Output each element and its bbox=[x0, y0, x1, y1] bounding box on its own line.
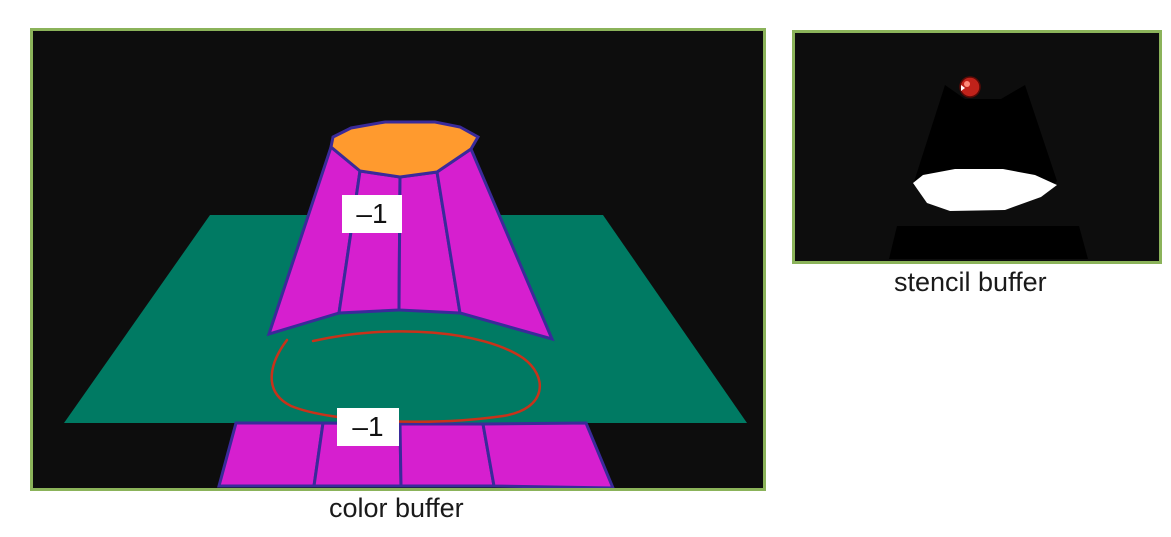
reflected-face-1 bbox=[217, 421, 325, 488]
red-cursor-dot-icon bbox=[959, 76, 981, 98]
ground-plane bbox=[64, 215, 747, 423]
reflected-face-4 bbox=[481, 421, 615, 488]
reflected-faces bbox=[217, 421, 615, 488]
color-buffer-caption: color buffer bbox=[329, 493, 464, 523]
reflected-face-3 bbox=[398, 422, 496, 488]
stencil-buffer-caption: stencil buffer bbox=[894, 267, 1047, 297]
stencil-reflection-mask bbox=[889, 226, 1088, 259]
color-buffer-scene bbox=[64, 120, 747, 488]
stencil-value-label-upper: –1 bbox=[342, 195, 402, 233]
color-buffer-panel bbox=[30, 28, 766, 491]
stencil-buffer-scene bbox=[889, 76, 1088, 259]
cylinder-top-cap bbox=[329, 120, 481, 179]
stencil-cap-region bbox=[913, 169, 1057, 211]
annotation-circle bbox=[270, 330, 541, 423]
stencil-value-label-lower: –1 bbox=[337, 408, 399, 446]
stencil-buffer-panel bbox=[792, 30, 1162, 264]
